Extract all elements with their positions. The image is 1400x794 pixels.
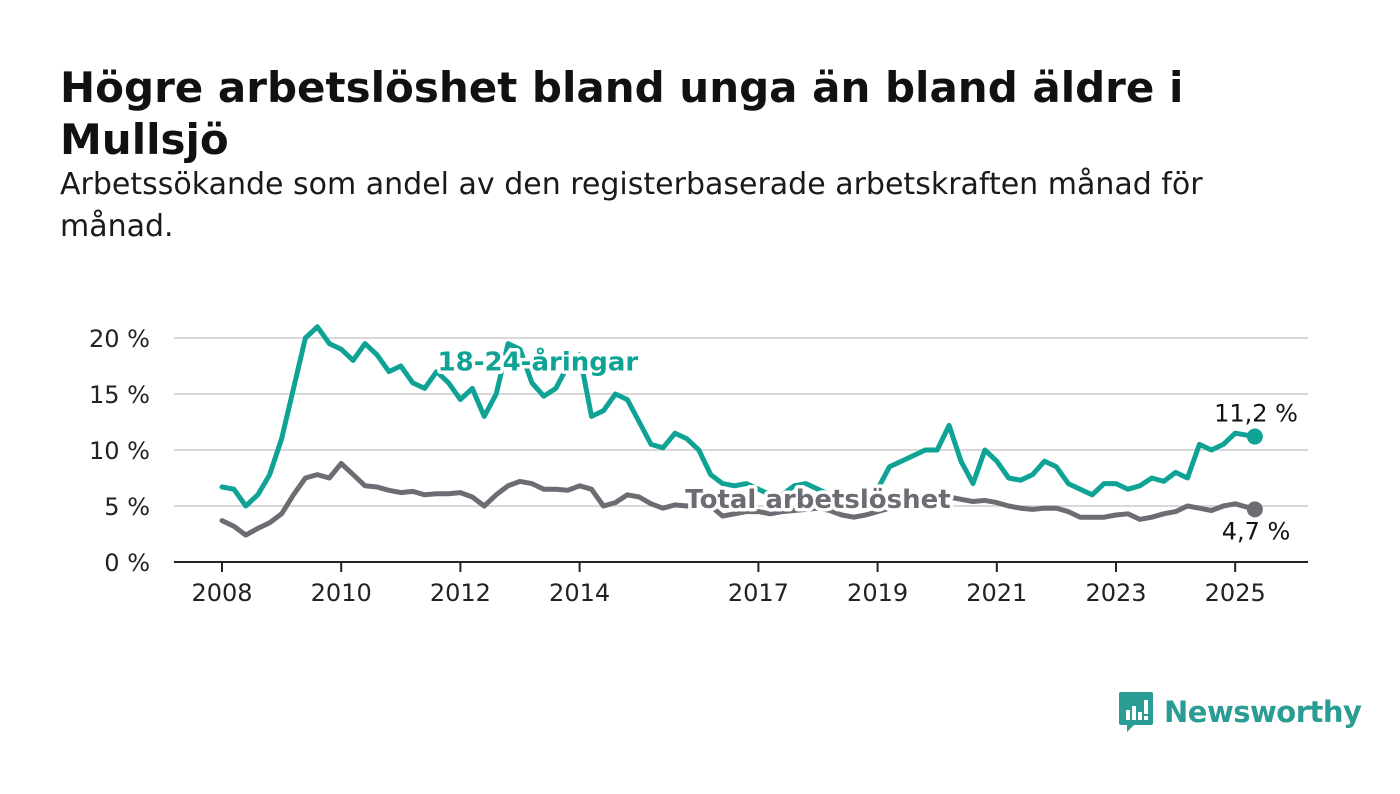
last-point-marker — [1246, 428, 1263, 445]
x-tick-label: 2023 — [1085, 579, 1146, 607]
brand-name: Newsworthy — [1164, 695, 1362, 729]
last-value-label: 11,2 % — [1214, 400, 1298, 428]
x-axis: 2008 2010 2012 2014 2017 2019 2021 2023 2025 — [174, 561, 1308, 607]
newsworthy-icon — [1119, 692, 1153, 732]
newsworthy-logo: Newsworthy — [1118, 690, 1362, 734]
x-tick-label: 2012 — [430, 579, 491, 607]
chart-title: Högre arbetslöshet bland unga än bland ä… — [60, 63, 1184, 164]
series-group — [219, 324, 1263, 538]
x-tick-label: 2010 — [311, 579, 372, 607]
x-tick-label: 2017 — [728, 579, 789, 607]
y-tick-label: 0 % — [104, 549, 150, 577]
x-tick-label: 2014 — [549, 579, 610, 607]
series-line-youth — [219, 324, 1258, 509]
last-value-label: 4,7 % — [1222, 517, 1291, 545]
y-tick-label: 10 % — [89, 437, 150, 465]
y-tick-label: 5 % — [104, 493, 150, 521]
y-tick-label: 20 % — [89, 325, 150, 353]
grid-lines — [174, 337, 1308, 507]
last-point-marker — [1246, 501, 1263, 518]
x-tick-label: 2008 — [191, 579, 252, 607]
series-label: Total arbetslöshet — [685, 485, 950, 515]
annotations: 11,2 % 4,7 % 18-24-åringar Total arbetslösh… — [434, 342, 1298, 545]
x-tick-label: 2025 — [1205, 579, 1266, 607]
x-tick-label: 2021 — [966, 579, 1027, 607]
y-axis: 0 % 5 % 10 % 15 % 20 % — [89, 325, 150, 577]
x-tick-label: 2019 — [847, 579, 908, 607]
chart-subtitle: Arbetssökande som andel av den registerb… — [60, 167, 1203, 244]
series-label: 18-24-åringar — [438, 345, 639, 377]
series-line-total — [219, 460, 1258, 538]
y-tick-label: 15 % — [89, 381, 150, 409]
